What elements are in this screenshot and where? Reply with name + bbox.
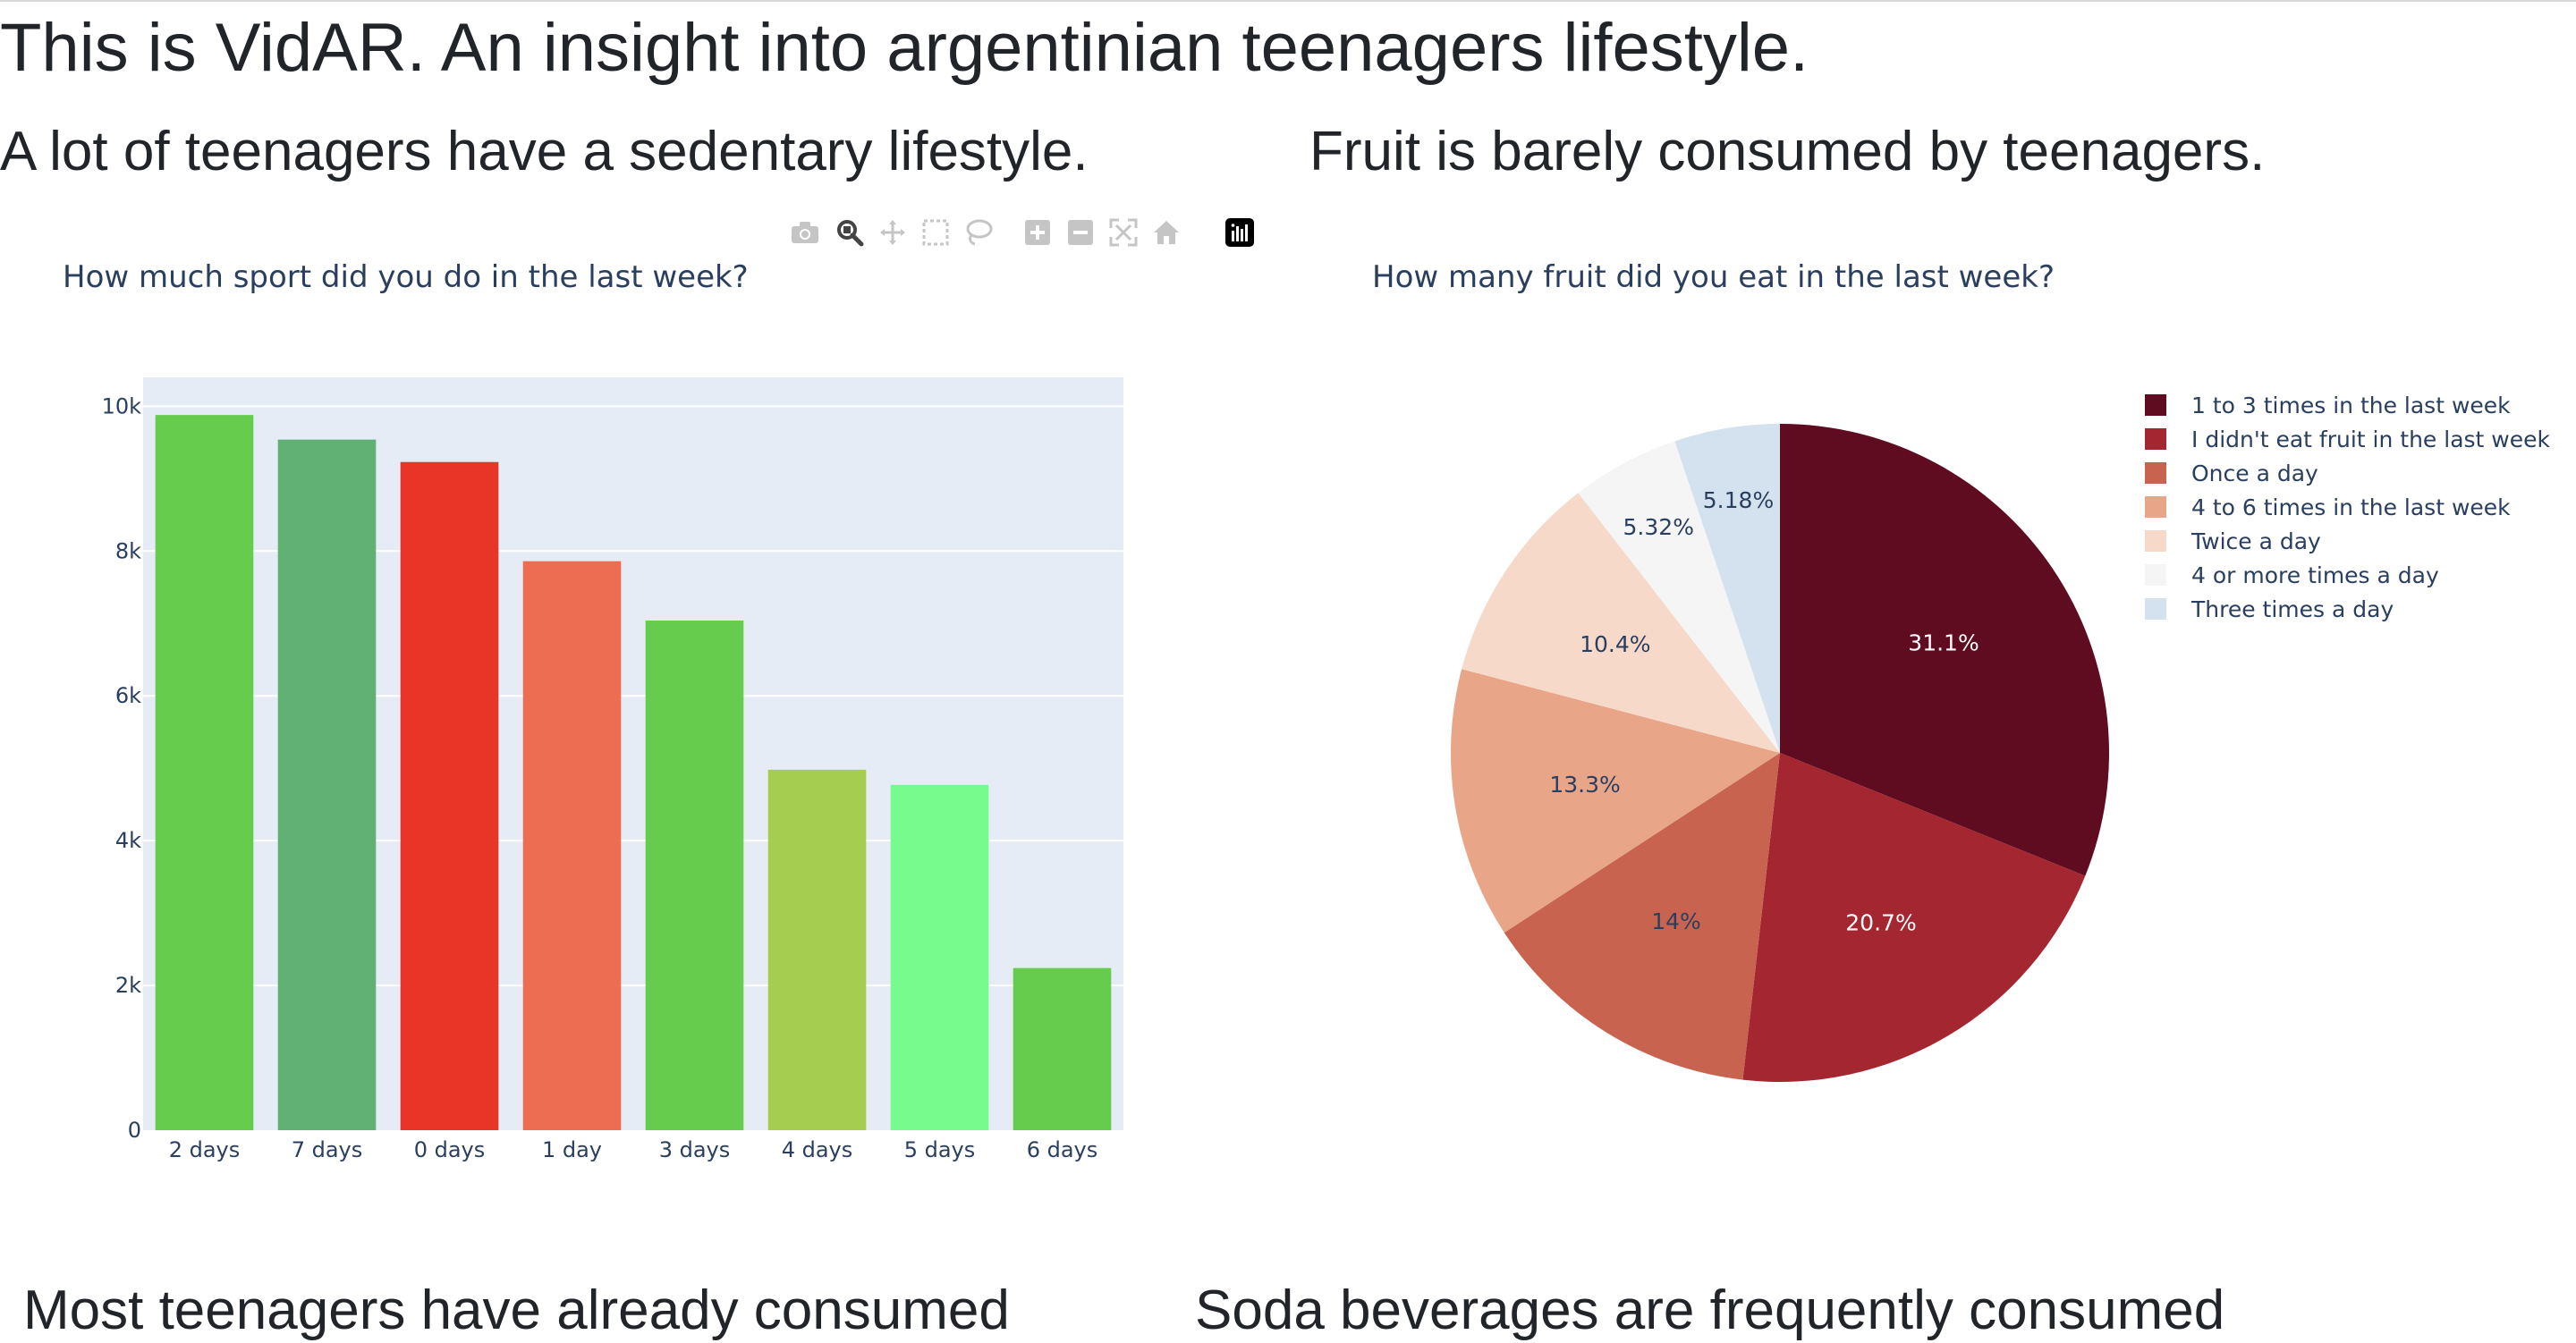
sport-bar-chart: 0 2k 4k 6k 8k 10k 2 days 7 days 0 days 1 day 3 day… [102, 377, 1123, 1162]
legend-swatch [2145, 530, 2166, 552]
top-border [0, 0, 2576, 2]
legend-label: Twice a day [2191, 528, 2321, 554]
bar[interactable] [645, 621, 744, 1130]
plot-modebar [787, 213, 1270, 252]
legend-item[interactable]: Three times a day [2145, 592, 2550, 626]
slice-percent-label: 5.18% [1703, 487, 1774, 513]
plotly-logo-icon[interactable] [1222, 213, 1258, 252]
pie-slice[interactable] [1578, 441, 1780, 753]
zoom-icon[interactable] [832, 213, 868, 252]
slice-percent-label: 13.3% [1549, 772, 1620, 798]
fruit-pie-chart: 31.1% 20.7% 14% 13.3% 10.4% 5.32% 5.18% [1451, 424, 2109, 1082]
x-tick-label: 5 days [904, 1137, 976, 1162]
slice-percent-label: 10.4% [1580, 631, 1650, 657]
bar[interactable] [1013, 967, 1112, 1130]
y-tick-label: 0 [128, 1118, 141, 1143]
x-tick-label: 3 days [659, 1137, 731, 1162]
x-tick-label: 6 days [1027, 1137, 1098, 1162]
page-title: This is VidAR. An insight into argentini… [0, 10, 1809, 86]
pie-slice[interactable] [1451, 669, 1780, 933]
bar[interactable] [155, 415, 254, 1131]
legend-item[interactable]: 1 to 3 times in the last week [2145, 388, 2550, 422]
lasso-select-icon[interactable] [961, 213, 996, 252]
y-tick-label: 8k [115, 538, 141, 563]
legend-item[interactable]: I didn't eat fruit in the last week [2145, 422, 2550, 456]
legend-label: Once a day [2191, 460, 2318, 486]
bar[interactable] [767, 769, 867, 1130]
soda-section-heading: Soda beverages are frequently consumed [1195, 1280, 2225, 1341]
slice-percent-label: 14% [1651, 908, 1701, 934]
slice-percent-label: 31.1% [1908, 629, 1979, 655]
bar-chart-title: How much sport did you do in the last we… [63, 259, 749, 295]
legend-label: 1 to 3 times in the last week [2191, 392, 2511, 418]
x-tick-label: 1 day [542, 1137, 602, 1162]
legend-item[interactable]: Once a day [2145, 456, 2550, 490]
pie-slice[interactable] [1462, 493, 1780, 753]
camera-icon[interactable] [787, 213, 823, 252]
legend-swatch [2145, 598, 2166, 620]
legend-item[interactable]: 4 to 6 times in the last week [2145, 490, 2550, 524]
bar[interactable] [400, 461, 499, 1130]
legend-swatch [2145, 394, 2166, 416]
pan-icon[interactable] [875, 213, 911, 252]
zoom-in-icon[interactable] [1020, 213, 1055, 252]
y-tick-label: 2k [115, 973, 141, 998]
legend-swatch [2145, 496, 2166, 518]
pie-chart-title: How many fruit did you eat in the last w… [1372, 259, 2055, 295]
y-tick-label: 6k [115, 683, 141, 708]
box-select-icon[interactable] [918, 213, 953, 252]
legend-item[interactable]: 4 or more times a day [2145, 558, 2550, 592]
sport-section-heading: A lot of teenagers have a sedentary life… [0, 121, 1089, 182]
slice-percent-label: 20.7% [1845, 910, 1916, 936]
legend-label: Three times a day [2191, 595, 2394, 622]
pie-legend: 1 to 3 times in the last week I didn't ea… [2145, 388, 2550, 626]
x-tick-label: 4 days [782, 1137, 853, 1162]
legend-label: I didn't eat fruit in the last week [2191, 426, 2550, 452]
pie-slice[interactable] [1780, 424, 2109, 876]
autoscale-icon[interactable] [1106, 213, 1141, 252]
y-tick-label: 10k [102, 393, 142, 418]
zoom-out-icon[interactable] [1063, 213, 1098, 252]
fruit-section-heading: Fruit is barely consumed by teenagers. [1309, 121, 2266, 182]
legend-label: 4 to 6 times in the last week [2191, 494, 2511, 520]
slice-percent-label: 5.32% [1623, 514, 1694, 540]
bar[interactable] [890, 784, 989, 1130]
y-tick-label: 4k [115, 828, 141, 853]
x-tick-label: 0 days [414, 1137, 486, 1162]
bar[interactable] [277, 439, 377, 1130]
legend-swatch [2145, 462, 2166, 484]
pie-slice[interactable] [1504, 753, 1780, 1080]
reset-axes-icon[interactable] [1148, 213, 1184, 252]
bar[interactable] [522, 561, 622, 1130]
legend-item[interactable]: Twice a day [2145, 524, 2550, 558]
x-tick-label: 2 days [169, 1137, 241, 1162]
legend-swatch [2145, 428, 2166, 450]
legend-swatch [2145, 564, 2166, 586]
x-tick-label: 7 days [292, 1137, 363, 1162]
pie-slice[interactable] [1742, 753, 2086, 1082]
pie-slice[interactable] [1674, 424, 1780, 753]
legend-label: 4 or more times a day [2191, 562, 2439, 588]
drinks-section-heading: Most teenagers have already consumed [23, 1280, 1010, 1341]
